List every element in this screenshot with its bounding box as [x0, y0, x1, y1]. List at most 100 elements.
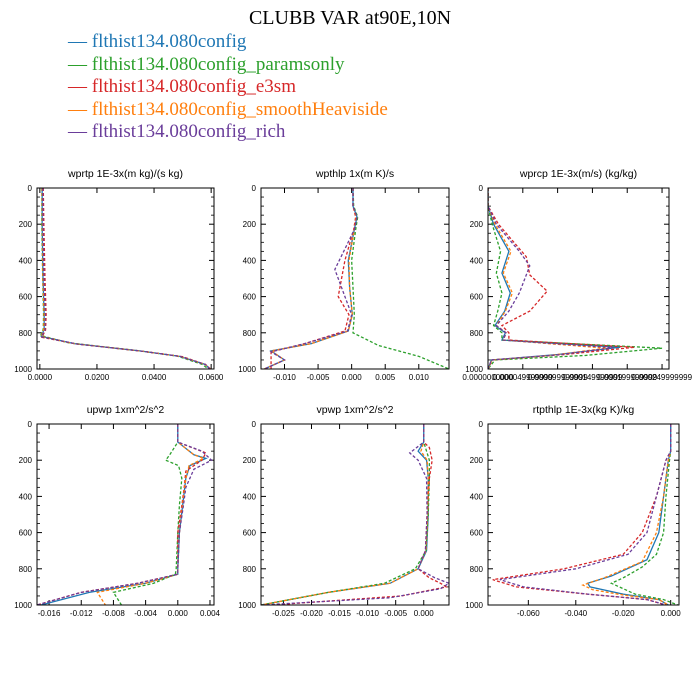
x-tick-label: -0.012	[70, 609, 93, 618]
x-tick-label: -0.004	[134, 609, 157, 618]
x-tick-label: 0.000249999999	[632, 373, 693, 382]
x-tick-label: -0.060	[517, 609, 540, 618]
series-line-3	[40, 188, 211, 369]
series-line-3	[96, 424, 206, 605]
legend: — flthist134.080config — flthist134.080c…	[68, 31, 388, 144]
y-tick-label: 1000	[238, 365, 256, 374]
y-tick-label: 1000	[465, 601, 483, 610]
y-tick-label: 600	[470, 293, 484, 302]
y-tick-label: 0	[252, 420, 257, 429]
y-tick-label: 200	[243, 456, 257, 465]
series-line-3	[488, 188, 607, 369]
series-line-2	[492, 424, 672, 605]
y-tick-label: 0	[28, 420, 33, 429]
series-line-3	[581, 424, 672, 605]
series-line-3	[261, 424, 429, 605]
y-tick-label: 800	[19, 329, 33, 338]
y-tick-label: 1000	[14, 365, 32, 374]
series-line-2	[37, 424, 207, 605]
series-line-4	[37, 424, 213, 605]
y-tick-label: 800	[243, 329, 257, 338]
y-tick-label: 800	[19, 565, 33, 574]
x-tick-label: 0.000199999999	[597, 373, 658, 382]
plot-frame	[36, 423, 215, 606]
plot-frame	[487, 187, 670, 370]
y-tick-label: 200	[470, 220, 484, 229]
y-tick-label: 200	[470, 456, 484, 465]
figure-title: CLUBB VAR at90E,10N	[248, 7, 452, 29]
panel-title: wprtp 1E-3x(m kg)/(s kg)	[67, 168, 183, 180]
y-tick-label: 1000	[465, 365, 483, 374]
legend-item-e3sm: — flthist134.080config_e3sm	[68, 76, 296, 97]
x-tick-label: 0.0600	[199, 373, 224, 382]
series-line-1	[609, 424, 679, 605]
y-tick-label: 600	[470, 529, 484, 538]
y-tick-label: 400	[470, 492, 484, 501]
y-tick-label: 200	[19, 220, 33, 229]
series-line-0	[488, 188, 621, 369]
chart-panel: upwp 1xm^2/s^2 0 200 400 600 800 1000 -0.016 -0.…	[14, 404, 220, 618]
x-tick-label: 0.010	[409, 373, 430, 382]
panel-title: upwp 1xm^2/s^2	[87, 404, 165, 416]
x-tick-label: -0.025	[272, 609, 295, 618]
series-line-4	[499, 424, 672, 605]
y-tick-label: 200	[243, 220, 257, 229]
chart-panel: wprtp 1E-3x(m kg)/(s kg) 0 200 400 600 800 100…	[14, 168, 224, 382]
panel-title: wprcp 1E-3x(m/s) (kg/kg)	[519, 168, 637, 180]
plot-frame	[260, 187, 450, 370]
x-tick-label: 0.000	[661, 609, 682, 618]
chart-panel: vpwp 1xm^2/s^2 0 200 400 600 800 1000 -0.025 -0.…	[238, 404, 450, 618]
y-tick-label: 0	[28, 184, 33, 193]
y-tick-label: 1000	[238, 601, 256, 610]
plot-frame	[487, 423, 680, 606]
x-tick-label: 0.0200	[85, 373, 110, 382]
series-line-0	[40, 424, 208, 605]
series-line-1	[112, 424, 183, 605]
plot-frame	[260, 423, 450, 606]
chart-panel: wprcp 1E-3x(m/s) (kg/kg) 0 200 400 600 800 100…	[462, 168, 692, 382]
x-tick-label: 0.0400	[142, 373, 167, 382]
panel-title: vpwp 1xm^2/s^2	[317, 404, 394, 416]
series-line-2	[488, 188, 635, 369]
x-tick-label: -0.010	[356, 609, 379, 618]
x-tick-label: 0.0000	[28, 373, 53, 382]
series-line-4	[488, 188, 614, 369]
series-line-1	[261, 424, 431, 605]
y-tick-label: 0	[252, 184, 257, 193]
series-line-0	[586, 424, 672, 605]
y-tick-label: 600	[19, 293, 33, 302]
series-line-1	[350, 188, 449, 369]
x-tick-label: -0.015	[328, 609, 351, 618]
legend-item-config: — flthist134.080config	[68, 31, 247, 52]
y-tick-label: 600	[19, 529, 33, 538]
series-line-4	[261, 424, 449, 605]
series-line-0	[261, 424, 429, 605]
y-tick-label: 400	[19, 256, 33, 265]
x-tick-label: -0.020	[612, 609, 635, 618]
y-tick-label: 800	[470, 329, 484, 338]
y-tick-label: 1000	[14, 601, 32, 610]
series-line-1	[488, 188, 663, 369]
x-tick-label: 0.000099999999	[528, 373, 589, 382]
y-tick-label: 400	[19, 492, 33, 501]
x-tick-label: 0.004	[200, 609, 221, 618]
y-tick-label: 0	[479, 184, 484, 193]
series-line-2	[270, 188, 357, 369]
x-tick-label: 0.005	[375, 373, 396, 382]
panel-title: wpthlp 1x(m K)/s	[315, 168, 394, 180]
chart-panel: wpthlp 1x(m K)/s 0 200 400 600 800 1000 -0.010 -…	[238, 168, 450, 382]
x-tick-label: -0.005	[307, 373, 330, 382]
x-tick-label: -0.016	[38, 609, 61, 618]
x-tick-label: 0.0000000000	[462, 373, 514, 382]
legend-item-paramsonly: — flthist134.080config_paramsonly	[68, 53, 345, 75]
x-tick-label: -0.010	[273, 373, 296, 382]
y-tick-label: 400	[243, 256, 257, 265]
y-tick-label: 400	[470, 256, 484, 265]
plot-frame	[36, 187, 215, 370]
series-line-2	[272, 424, 448, 605]
y-tick-label: 800	[470, 565, 484, 574]
y-tick-label: 200	[19, 456, 33, 465]
y-tick-label: 400	[243, 492, 257, 501]
x-tick-label: -0.020	[300, 609, 323, 618]
